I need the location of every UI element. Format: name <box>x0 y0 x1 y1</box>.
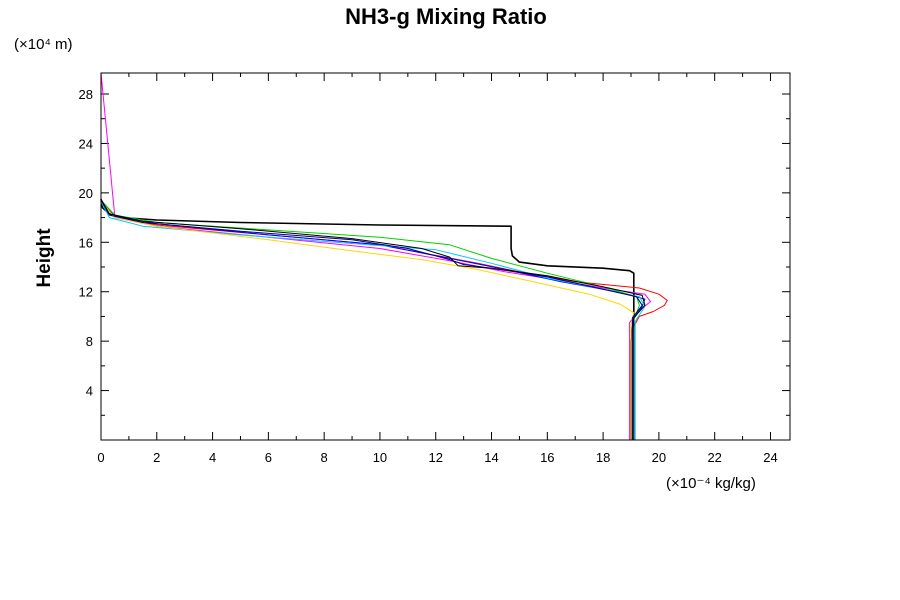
x-tick-labels: 0 2 4 6 8 10 12 14 16 18 20 22 24 <box>97 450 777 465</box>
chart-title: NH3-g Mixing Ratio <box>345 4 547 29</box>
series-line-profile-blue <box>100 199 646 440</box>
x-tick-label: 12 <box>429 450 443 465</box>
series-line-profile-cyan <box>100 201 646 440</box>
x-tick-label: 8 <box>321 450 328 465</box>
y-tick-label: 28 <box>79 87 93 102</box>
x-tick-label: 20 <box>652 450 666 465</box>
x-tick-label: 24 <box>763 450 777 465</box>
y-tick-labels: 4 8 12 16 20 24 28 <box>79 87 93 399</box>
x-axis-units: (×10⁻⁴ kg/kg) <box>666 475 756 492</box>
x-tick-label: 6 <box>265 450 272 465</box>
x-tick-label: 16 <box>540 450 554 465</box>
data-series <box>100 72 668 440</box>
y-tick-label: 12 <box>79 285 93 300</box>
axis-ticks <box>100 73 790 440</box>
y-axis-label: Height <box>34 228 55 288</box>
series-line-profile-yellow <box>100 201 635 440</box>
y-axis-units: (×10⁴ m) <box>14 36 73 53</box>
series-line-profile-black-bold <box>100 198 635 440</box>
x-tick-label: 14 <box>484 450 498 465</box>
x-tick-label: 22 <box>707 450 721 465</box>
series-line-profile-red <box>100 201 668 440</box>
y-tick-label: 8 <box>86 334 93 349</box>
series-line-profile-green <box>100 199 640 440</box>
x-tick-label: 10 <box>373 450 387 465</box>
x-tick-label: 4 <box>209 450 216 465</box>
x-tick-label: 18 <box>596 450 610 465</box>
y-tick-label: 4 <box>86 384 93 399</box>
y-tick-label: 20 <box>79 186 93 201</box>
series-line-profile-magenta <box>100 72 651 440</box>
y-tick-label: 16 <box>79 235 93 250</box>
y-tick-label: 24 <box>79 136 93 151</box>
plot-frame <box>100 72 791 441</box>
x-tick-label: 0 <box>97 450 104 465</box>
x-tick-label: 2 <box>153 450 160 465</box>
series-line-profile-navy <box>100 200 643 440</box>
series-line-profile-black-thin <box>100 198 646 440</box>
